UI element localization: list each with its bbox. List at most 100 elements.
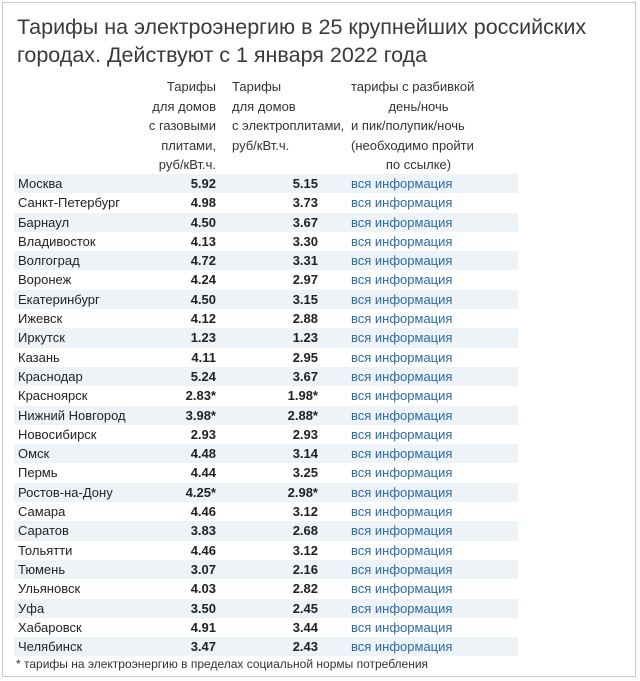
electric-tariff-cell: 2.45 [292, 600, 318, 616]
city-cell: Краснодар [18, 368, 83, 384]
info-link[interactable]: вся информация [351, 484, 453, 500]
info-link[interactable]: вся информация [351, 195, 453, 211]
info-link[interactable]: вся информация [351, 214, 453, 230]
info-link[interactable]: вся информация [351, 272, 453, 288]
info-link[interactable]: вся информация [351, 600, 453, 616]
city-cell: Владивосток [18, 233, 96, 249]
info-link[interactable]: вся информация [351, 388, 453, 404]
table-row: Казань 4.11 2.95 вся информация [14, 348, 518, 367]
info-link[interactable]: вся информация [351, 619, 453, 635]
header-breakdown-line: день/ночь [388, 98, 449, 114]
info-link[interactable]: вся информация [351, 330, 453, 346]
electric-tariff-cell: 3.31 [292, 253, 318, 269]
gas-tariff-cell: 3.50 [190, 600, 216, 616]
table-row: Краснодар 5.24 3.67 вся информация [14, 366, 518, 387]
info-link[interactable]: вся информация [351, 504, 453, 520]
gas-tariff-cell: 4.12 [190, 311, 216, 327]
city-cell: Волгоград [18, 253, 80, 269]
city-cell: Ульяновск [18, 581, 81, 597]
electric-tariff-cell: 3.14 [292, 446, 318, 462]
info-link[interactable]: вся информация [351, 368, 453, 384]
gas-tariff-cell: 4.03 [190, 581, 216, 597]
info-link[interactable]: вся информация [351, 542, 453, 558]
gas-tariff-cell: 5.24 [190, 368, 216, 384]
table-row: Нижний Новгород 3.98* 2.88* вся информация [14, 405, 518, 425]
info-link[interactable]: вся информация [351, 523, 453, 539]
table-row: Ульяновск 4.03 2.82 вся информация [14, 579, 518, 598]
city-cell: Красноярск [18, 388, 88, 404]
electric-tariff-cell: 3.30 [292, 233, 318, 249]
table-row: Саратов 3.83 2.68 вся информация [14, 521, 518, 541]
table-row: Тольятти 4.46 3.12 вся информация [14, 541, 518, 560]
info-link[interactable]: вся информация [351, 311, 453, 327]
gas-tariff-cell: 4.91 [190, 619, 216, 635]
table-row: Москва 5.92 5.15 вся информация [14, 174, 518, 194]
city-cell: Пермь [18, 465, 58, 481]
table-row: Владивосток 4.13 3.30 вся информация [14, 232, 518, 251]
electric-tariff-cell: 5.15 [292, 176, 318, 191]
gas-tariff-cell: 4.98 [190, 195, 216, 211]
header-breakdown-line: и пик/полупик/ночь [351, 118, 465, 133]
info-link[interactable]: вся информация [351, 446, 453, 462]
header-breakdown-line: (необходимо пройти [351, 137, 474, 153]
info-link[interactable]: вся информация [351, 291, 453, 307]
info-link[interactable]: вся информация [351, 639, 453, 655]
city-cell: Ижевск [18, 311, 63, 327]
city-cell: Воронеж [18, 272, 72, 288]
city-cell: Уфа [18, 600, 45, 616]
info-link[interactable]: вся информация [351, 233, 453, 249]
city-cell: Нижний Новгород [18, 407, 126, 423]
title-line-1: Тарифы на электроэнергию в 25 крупнейших… [17, 15, 587, 39]
gas-tariff-cell: 3.47 [190, 639, 216, 655]
city-cell: Москва [18, 176, 63, 191]
city-cell: Иркутск [18, 330, 65, 346]
electric-tariff-cell: 3.73 [292, 195, 318, 211]
electric-tariff-cell: 2.16 [292, 561, 318, 577]
info-link[interactable]: вся информация [351, 581, 453, 597]
info-link[interactable]: вся информация [351, 349, 453, 365]
table-row: Пермь 4.44 3.25 вся информация [14, 463, 518, 482]
info-link[interactable]: вся информация [351, 561, 453, 577]
info-link[interactable]: вся информация [351, 407, 453, 423]
city-cell: Челябинск [18, 639, 83, 655]
electric-tariff-cell: 2.88 [292, 311, 318, 327]
info-link[interactable]: вся информация [351, 253, 453, 269]
title-line-2: городах. Действуют с 1 января 2022 года [17, 43, 428, 67]
city-cell: Тольятти [18, 542, 73, 558]
table-row: Уфа 3.50 2.45 вся информация [14, 598, 518, 618]
table-row: Барнаул 4.50 3.67 вся информация [14, 212, 518, 232]
gas-tariff-cell: 4.11 [191, 349, 216, 365]
city-cell: Ростов-на-Дону [18, 484, 113, 500]
gas-tariff-cell: 4.50 [190, 214, 216, 230]
electric-tariff-cell: 2.43 [292, 639, 318, 655]
table-row: Ростов-на-Дону 4.25* 2.98* вся информация [14, 482, 518, 503]
gas-tariff-cell: 2.83* [185, 388, 216, 404]
info-link[interactable]: вся информация [351, 176, 453, 191]
electric-tariff-cell: 2.97 [292, 272, 318, 288]
gas-tariff-cell: 4.46 [190, 542, 216, 558]
gas-tariff-cell: 2.93 [190, 426, 216, 442]
header-gas-line: для домов [152, 98, 216, 114]
electric-tariff-cell: 2.88* [287, 407, 318, 423]
info-link[interactable]: вся информация [351, 426, 453, 442]
gas-tariff-cell: 5.92 [190, 176, 216, 191]
electric-tariff-cell: 2.68 [292, 523, 318, 539]
header-electric-column: Тарифы для домов с электроплитами, руб/к… [232, 77, 352, 155]
table-row: Екатеринбург 4.50 3.15 вся информация [14, 289, 518, 310]
table-row: Красноярск 2.83* 1.98* вся информация [14, 386, 518, 405]
header-gas-column: Тарифы для домов с газовыми плитами, руб… [116, 77, 216, 175]
tariff-table: Москва 5.92 5.15 вся информация Санкт-Петерб… [14, 174, 518, 657]
gas-tariff-cell: 4.25* [185, 484, 216, 500]
table-row: Новосибирск 2.93 2.93 вся информация [14, 425, 518, 444]
table-row: Иркутск 1.23 1.23 вся информация [14, 328, 518, 348]
city-cell: Барнаул [18, 214, 70, 230]
header-breakdown-line: тарифы с разбивкой [351, 79, 475, 94]
footnote: * тарифы на электроэнергию в пределах со… [16, 657, 429, 671]
electric-tariff-cell: 2.93 [292, 426, 318, 442]
table-row: Санкт-Петербург 4.98 3.73 вся информация [14, 193, 518, 212]
gas-tariff-cell: 3.98* [185, 407, 216, 423]
info-link[interactable]: вся информация [351, 465, 453, 481]
header-electric-line: для домов [232, 98, 296, 114]
city-cell: Тюмень [18, 561, 66, 577]
city-cell: Омск [18, 446, 50, 462]
